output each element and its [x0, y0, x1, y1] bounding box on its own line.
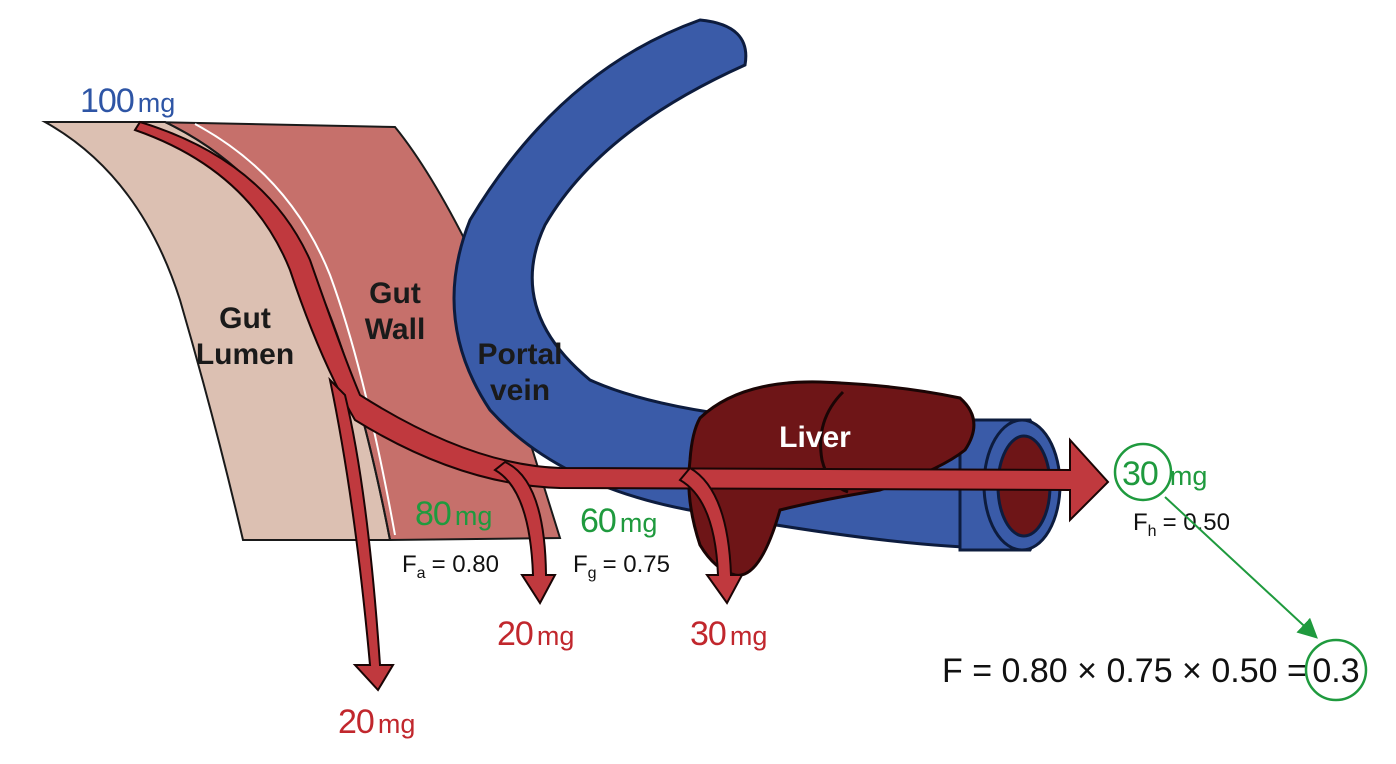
dose-label: 100 mg: [80, 82, 175, 120]
fraction-gut-wall: Fg = 0.75: [573, 551, 670, 582]
portal-vein-label-1: Portal: [477, 338, 562, 371]
lumen-inner-line: [194, 123, 396, 536]
formula-result-circle: [1304, 638, 1368, 702]
lumen-loss-label: 20 mg: [338, 703, 415, 741]
liver-loss-arrow: [678, 466, 744, 605]
lumen-loss-arrow: [328, 376, 395, 692]
liver-loss-label: 30 mg: [690, 615, 767, 653]
fraction-absorbed: Fa = 0.80: [402, 551, 499, 582]
fraction-hepatic: Fh = 0.50: [1133, 509, 1230, 540]
gut-lumen-label-2: Lumen: [196, 338, 294, 371]
absorbed-amount: 80 mg: [415, 495, 492, 533]
formula-result: 0.3: [1312, 652, 1359, 690]
wall-loss-arrow: [493, 460, 557, 605]
post-gut-wall-amount: 60 mg: [580, 502, 657, 540]
result-highlight-circle: [1113, 442, 1173, 502]
portal-vein-label-2: vein: [490, 374, 550, 407]
connector-arrow: [1164, 496, 1318, 639]
gut-wall-label-1: Gut: [369, 277, 421, 310]
post-liver-amount: 30 mg: [1122, 455, 1207, 493]
liver-label: Liver: [779, 421, 851, 454]
gut-wall-label-2: Wall: [365, 313, 426, 346]
bioavailability-formula: F = 0.80 × 0.75 × 0.50 =: [942, 652, 1307, 690]
wall-loss-label: 20 mg: [497, 615, 574, 653]
main-flow-arrow: [133, 120, 1110, 523]
gut-lumen-label-1: Gut: [219, 302, 271, 335]
